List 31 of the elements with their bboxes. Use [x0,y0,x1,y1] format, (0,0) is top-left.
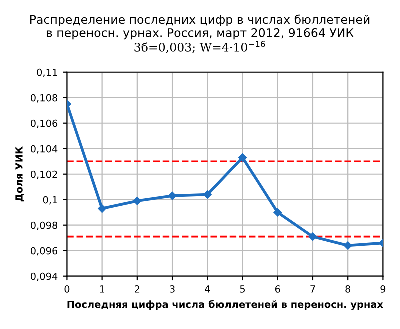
point [168,192,177,200]
y-tick-label: 0,102 [30,170,58,180]
y-tick-label: 0,096 [30,247,58,256]
point [308,232,318,241]
x-tick-label: 5 [240,286,245,293]
point [344,242,352,250]
y-tick-label: 0,11 [37,68,58,78]
point [98,204,106,213]
point [133,197,142,206]
x-tick-label: 0 [64,286,70,293]
y-axis-title: Доля УИК [16,146,24,202]
x-tick-label: 3 [170,286,175,293]
y-tick-label: 0,108 [30,94,58,103]
x-tick-label: 1 [100,286,105,293]
x-tick-label: 6 [275,286,280,293]
point [204,190,212,199]
chart-subtitle: 3б=0,003; W=4·10$^{−16}$ [134,41,266,54]
y-tick-label: 0,1 [43,196,58,205]
y-tick-label: 0,094 [30,272,58,282]
x-tick-label: 4 [205,286,210,293]
y-tick-label: 0,106 [30,120,58,128]
chart-title: Распределение последних цифр в числах бюллетеней в переносн. урнах. Россия, март 2012, 91664 УИК [30,14,370,40]
point [238,154,247,162]
y-tick-label: 0,104 [30,145,58,154]
x-tick-label: 2 [135,286,140,293]
x-axis-title: Последняя цифра числа бюллетеней в переносн. урнах [68,300,384,310]
x-tick-label: 7 [310,286,316,293]
point [274,208,282,217]
x-tick-label: 9 [380,286,386,293]
x-tick-label: 8 [346,286,351,293]
y-tick-label: 0,098 [30,222,58,230]
